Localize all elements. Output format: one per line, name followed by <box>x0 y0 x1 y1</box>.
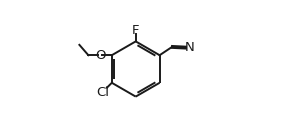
Text: F: F <box>132 24 139 37</box>
Text: O: O <box>95 49 105 62</box>
Text: Cl: Cl <box>96 86 109 99</box>
Text: N: N <box>185 41 195 54</box>
